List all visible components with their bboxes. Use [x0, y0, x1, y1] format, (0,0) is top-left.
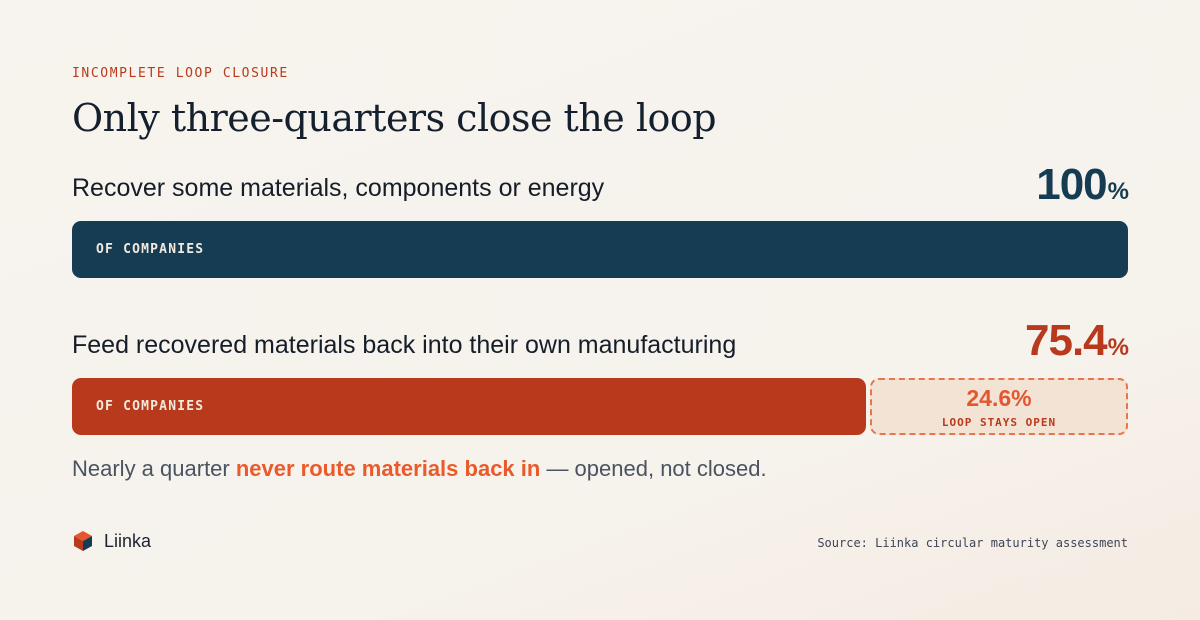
note-text-before: Nearly a quarter: [72, 456, 236, 481]
bar-feed-back: OF COMPANIES: [72, 378, 866, 435]
chart-title: Only three-quarters close the loop: [72, 96, 717, 140]
footnote: Nearly a quarter never route materials b…: [72, 456, 767, 482]
eyebrow-label: INCOMPLETE LOOP CLOSURE: [72, 66, 289, 81]
note-text-after: — opened, not closed.: [540, 456, 767, 481]
row-label-recover: Recover some materials, components or en…: [72, 174, 605, 202]
value-number: 100: [1036, 160, 1107, 209]
value-number: 75.4: [1025, 316, 1108, 365]
remainder-value: 24.6%: [966, 384, 1032, 411]
row-label-feed-back: Feed recovered materials back into their…: [72, 331, 737, 359]
remainder-box: 24.6% LOOP STAYS OPEN: [870, 378, 1128, 435]
value-unit: %: [1107, 334, 1129, 361]
remainder-caption: LOOP STAYS OPEN: [941, 415, 1057, 429]
bar-track-recover: OF COMPANIES: [72, 221, 1128, 278]
brand: Liinka: [72, 530, 151, 552]
row-value-feed-back: 75.4%: [1025, 316, 1129, 366]
bar-recover: OF COMPANIES: [72, 221, 1128, 278]
bar-tag: OF COMPANIES: [96, 399, 205, 414]
note-highlight: never route materials back in: [235, 456, 541, 481]
bar-tag: OF COMPANIES: [96, 242, 205, 257]
source-note: Source: Liinka circular maturity assessm…: [817, 536, 1128, 550]
value-unit: %: [1107, 178, 1129, 205]
row-value-recover: 100%: [1036, 160, 1129, 210]
bar-track-feed-back: OF COMPANIES 24.6% LOOP STAYS OPEN: [72, 378, 1128, 435]
brand-name: Liinka: [104, 530, 152, 551]
liinka-logo-icon: [74, 531, 92, 551]
